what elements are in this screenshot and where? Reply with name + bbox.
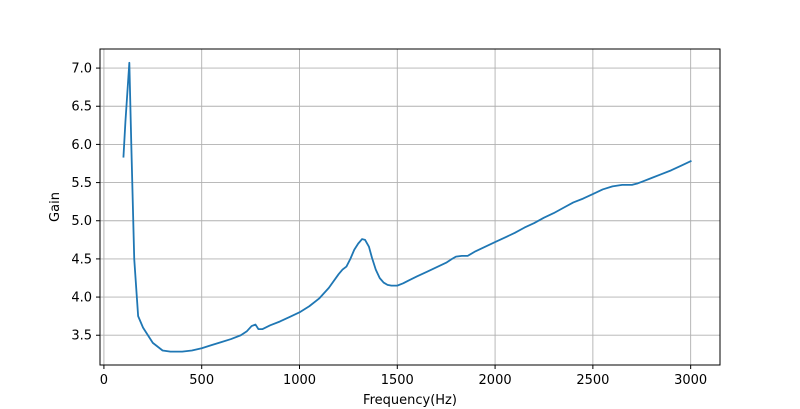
y-tick-label: 7.0 [71,62,92,77]
y-tick-label: 6.5 [71,100,92,115]
series-line [122,61,692,353]
y-tick-label: 4.5 [71,252,92,267]
x-tick-label: 500 [189,373,214,388]
y-tick-label: 5.5 [71,176,92,191]
x-tick-label: 1000 [283,373,316,388]
y-tick-label: 5.0 [71,214,92,229]
y-tick-label: 6.0 [71,138,92,153]
x-tick-label: 2000 [479,373,512,388]
y-tick-label: 4.0 [71,291,92,306]
axis-ticks: 0 500 1000 1500 2000 2500 3000 3.5 4.0 4.5 5.0 5.5 6… [71,62,707,388]
grid-lines [100,49,720,365]
x-tick-label: 3000 [674,373,707,388]
x-tick-label: 1500 [381,373,414,388]
x-tick-label: 0 [100,373,108,388]
series-layer [122,61,692,353]
y-axis-label: Gain [48,192,63,222]
plot-area-frame [99,48,721,366]
x-tick-label: 2500 [576,373,609,388]
y-tick-label: 3.5 [71,329,92,344]
x-axis-label: Frequency(Hz) [363,393,457,408]
